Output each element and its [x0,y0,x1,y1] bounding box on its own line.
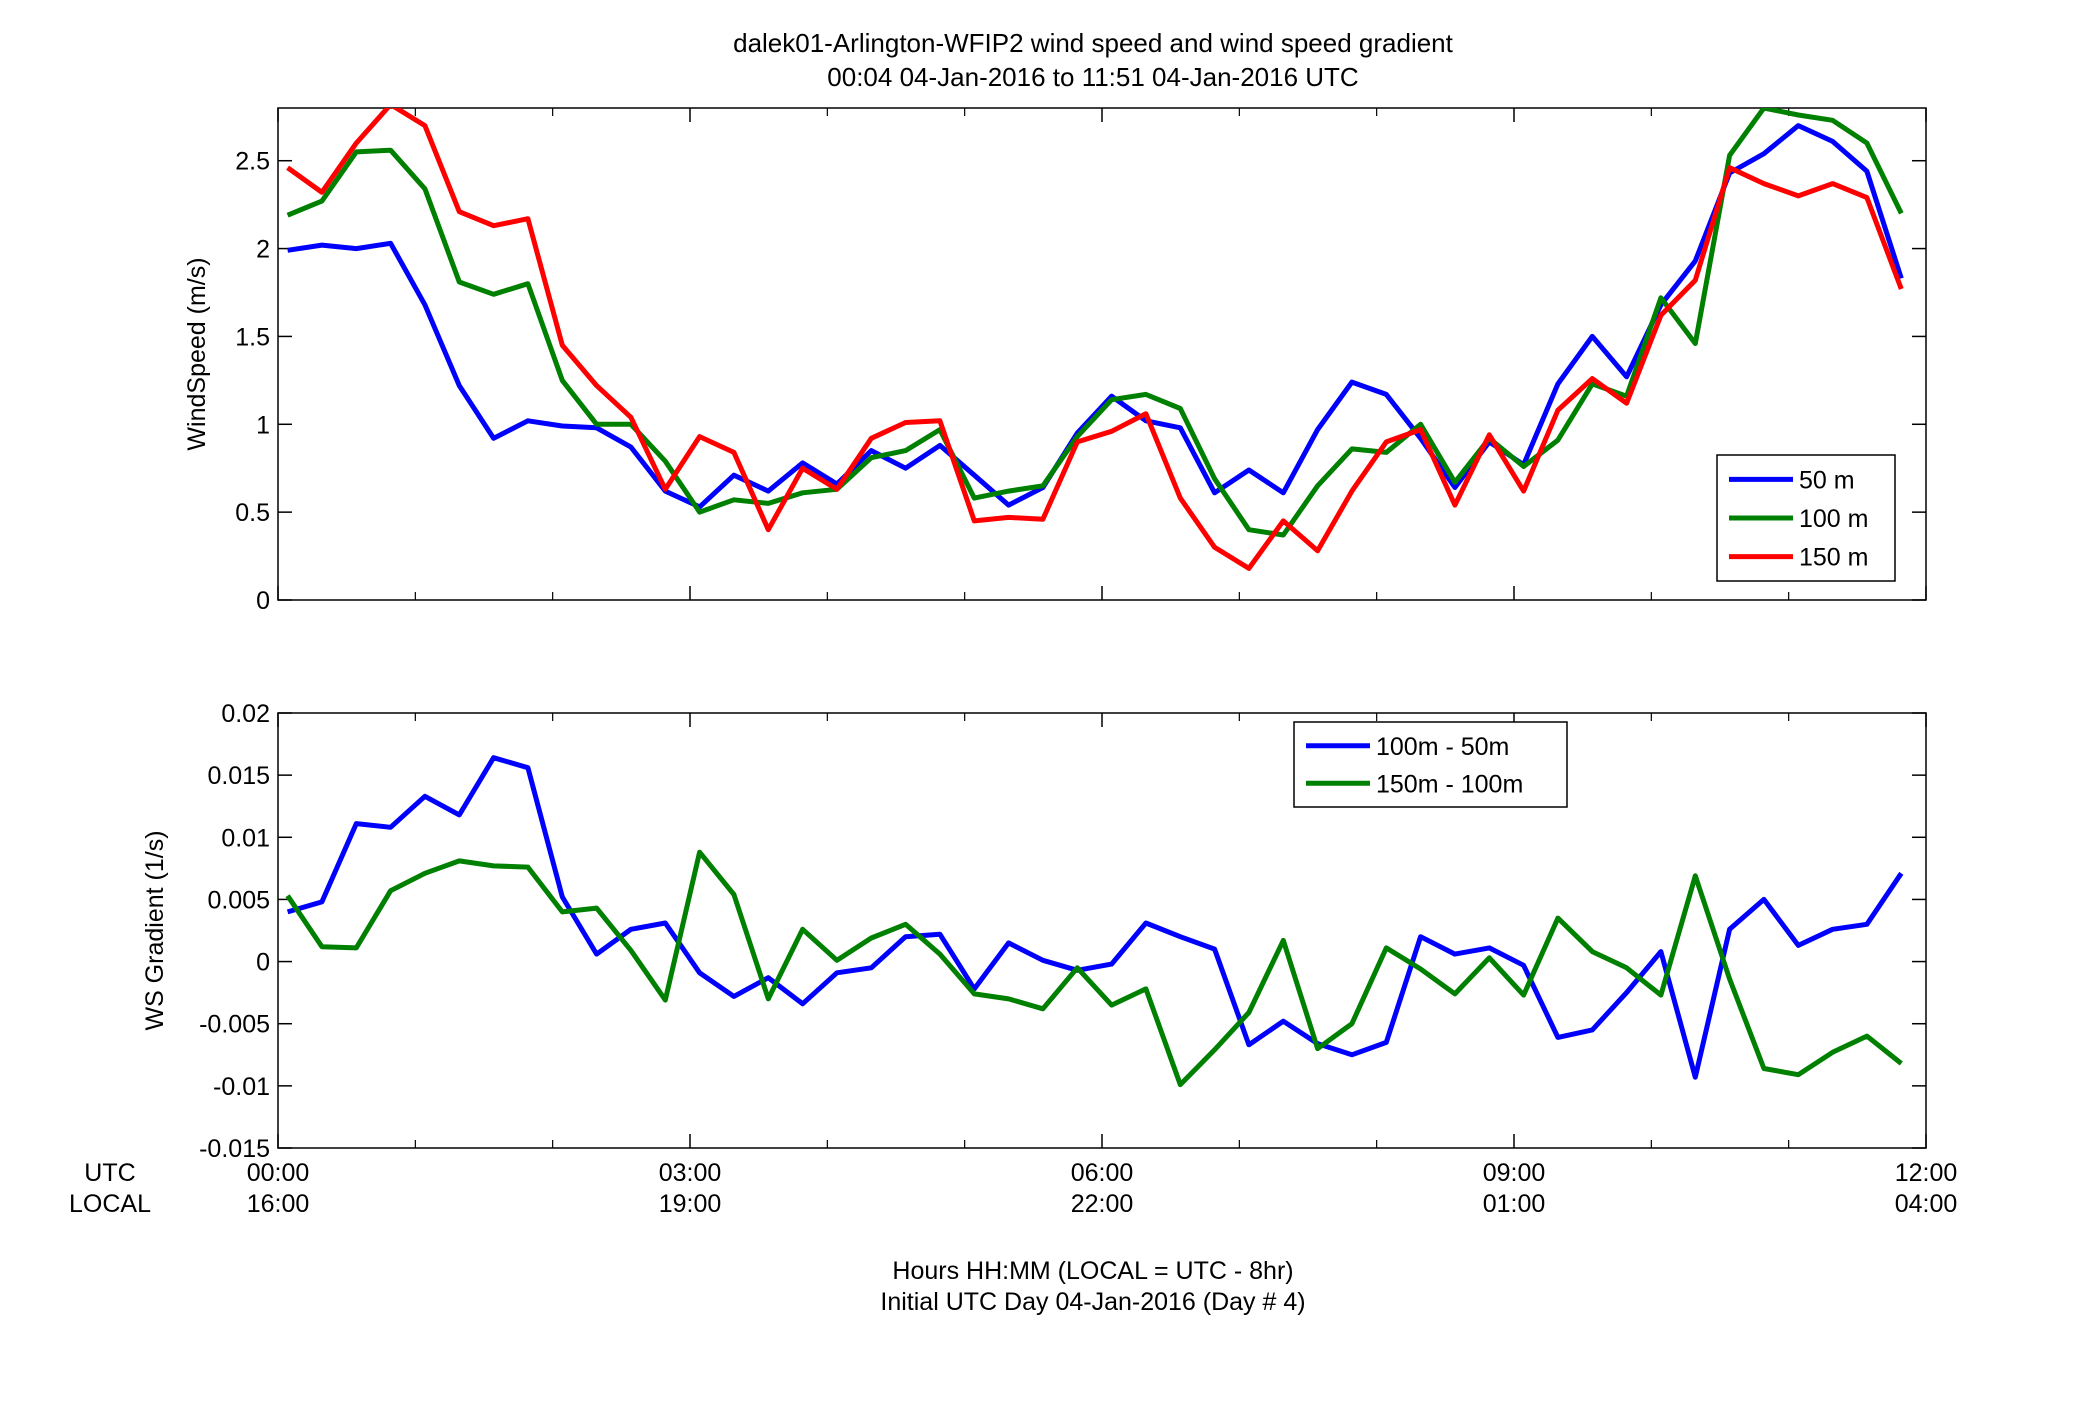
windspeed-axes-box [277,107,1927,601]
x-tick-label-local: 19:00 [659,1190,722,1218]
gradient-legend-box [1293,721,1568,808]
x-axis-label: Hours HH:MM (LOCAL = UTC - 8hr) [892,1257,1293,1285]
windspeed-ytick-label: 0.5 [235,499,270,527]
windspeed-y-axis-label: WindSpeed (m/s) [183,257,211,450]
utc-row-label: UTC [84,1159,135,1187]
windspeed-ytick-label: 1 [256,411,270,439]
gradient-panel: -0.015 -0.01 -0.005 0 0.005 0.01 0.015 0.02 WS G… [141,700,1927,1163]
windspeed-ytick-label: 0 [256,587,270,615]
gradient-series-line-100m-50m [286,755,1904,1080]
x-tick-label-utc: 06:00 [1071,1159,1134,1187]
x-tick-label-utc: 09:00 [1483,1159,1546,1187]
windspeed-legend-label: 100 m [1799,505,1868,533]
windspeed-legend-label: 50 m [1799,466,1855,494]
gradient-ytick-label: -0.005 [199,1011,270,1039]
chart-subtitle: 00:04 04-Jan-2016 to 11:51 04-Jan-2016 U… [827,62,1358,92]
windspeed-panel: 0 0.5 1 1.5 2 2.5 WindSpeed (m/s) 50 m 100 m 150 … [183,107,1927,615]
windspeed-ytick-label: 1.5 [235,323,270,351]
gradient-series-line-150m-100m [285,849,1903,1088]
x-tick-labels: 00:00 16:00 03:00 19:00 06:00 22:00 09:00 01:00… [247,1159,1958,1218]
x-tick-label-utc: 12:00 [1895,1159,1958,1187]
gradient-legend-label: 100m - 50m [1376,733,1509,761]
x-tick-label-local: 01:00 [1483,1190,1546,1218]
x-tick-label-local: 04:00 [1895,1190,1958,1218]
gradient-ytick-label: 0.02 [221,700,270,728]
gradient-ytick-label: 0.005 [207,886,270,914]
gradient-legend-label: 150m - 100m [1376,770,1523,798]
local-row-label: LOCAL [69,1190,151,1218]
x-tick-label-local: 16:00 [247,1190,310,1218]
gradient-ytick-label: 0.01 [221,824,270,852]
x-tick-label-utc: 03:00 [659,1159,722,1187]
chart-title: dalek01-Arlington-WFIP2 wind speed and w… [733,28,1454,58]
gradient-ytick-label: -0.01 [213,1073,270,1101]
windspeed-series-line-100-m [286,108,1904,538]
gradient-y-axis-label: WS Gradient (1/s) [141,830,169,1030]
x-tick-label-local: 22:00 [1071,1190,1134,1218]
x-axis-sublabel: Initial UTC Day 04-Jan-2016 (Day # 4) [880,1288,1305,1316]
gradient-ytick-label: 0 [256,949,270,977]
windspeed-ytick-label: 2 [256,236,270,264]
windspeed-legend-label: 150 m [1799,544,1868,572]
x-tick-label-utc: 00:00 [247,1159,310,1187]
windspeed-ytick-label: 2.5 [235,148,270,176]
gradient-ytick-label: -0.015 [199,1135,270,1163]
windspeed-series-line-150-m [286,108,1904,571]
gradient-ytick-label: 0.015 [207,762,270,790]
